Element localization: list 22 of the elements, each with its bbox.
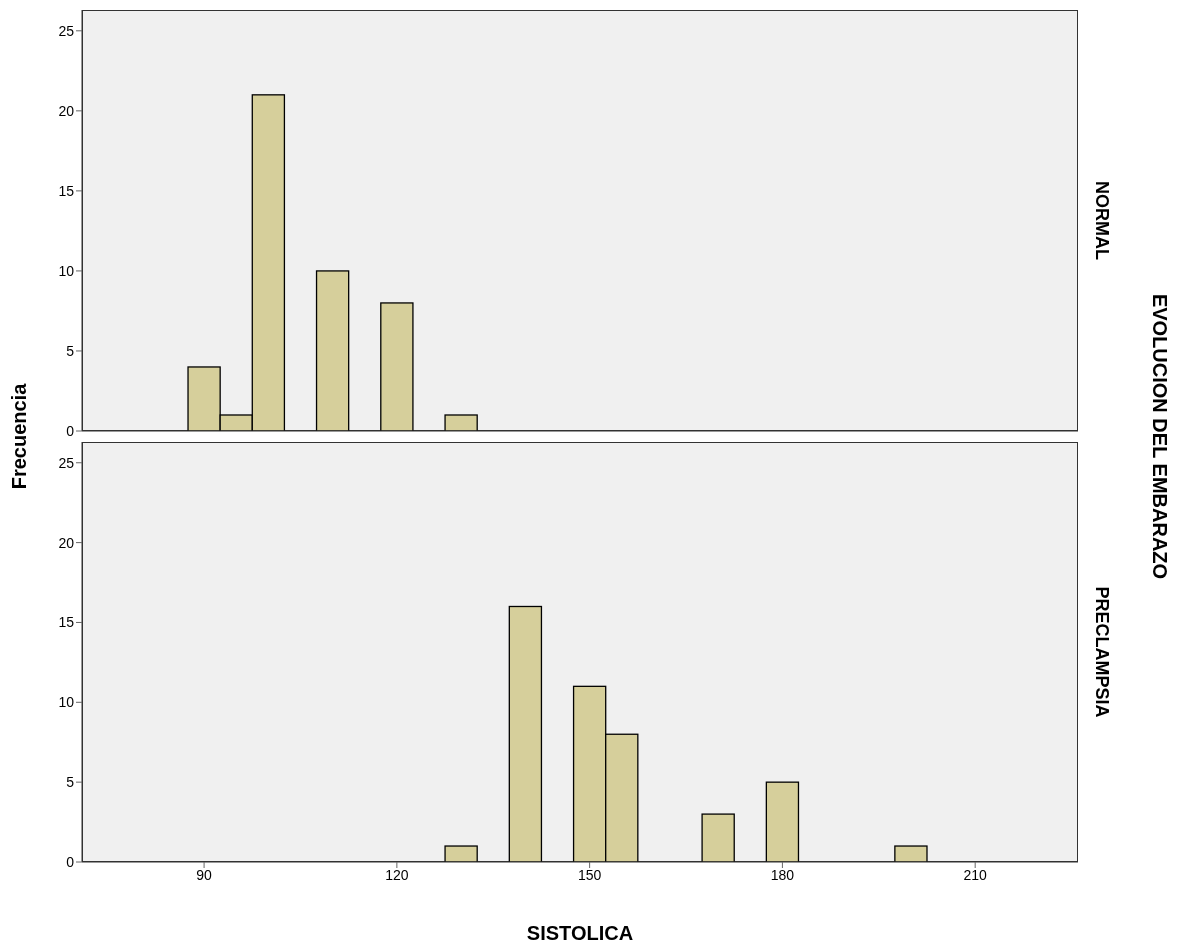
text: EVOLUCION DEL EMBARAZO bbox=[1148, 293, 1172, 579]
x-tick-label: 210 bbox=[963, 866, 988, 883]
y-tick-label: 10 bbox=[58, 262, 75, 279]
y-tick-label: 25 bbox=[58, 454, 75, 471]
x-tick-label: 90 bbox=[196, 866, 213, 883]
y-tick-label: 10 bbox=[58, 694, 75, 711]
y-tick-label: 25 bbox=[58, 22, 75, 39]
y-tick-label: 20 bbox=[58, 534, 75, 551]
y-tick-label: 5 bbox=[66, 774, 75, 791]
y2-axis-title: NORMAL bbox=[1092, 181, 1112, 260]
x-tick-label: 120 bbox=[385, 866, 409, 883]
x-tick-label: 180 bbox=[770, 866, 795, 883]
y-tick-label: 5 bbox=[66, 342, 75, 359]
y2-axis-title: PRECLAMPSIA bbox=[1092, 586, 1112, 718]
y-axis-title: Frecuencia bbox=[8, 383, 32, 489]
y-tick-label: 15 bbox=[58, 182, 75, 199]
y-tick-label: 0 bbox=[66, 422, 75, 439]
y-tick-label: 0 bbox=[66, 853, 75, 870]
x-tick-label: 150 bbox=[577, 866, 602, 883]
y-tick-label: 20 bbox=[58, 102, 75, 119]
x-axis-title: SISTOLICA bbox=[525, 922, 635, 945]
y-tick-label: 15 bbox=[58, 614, 75, 631]
